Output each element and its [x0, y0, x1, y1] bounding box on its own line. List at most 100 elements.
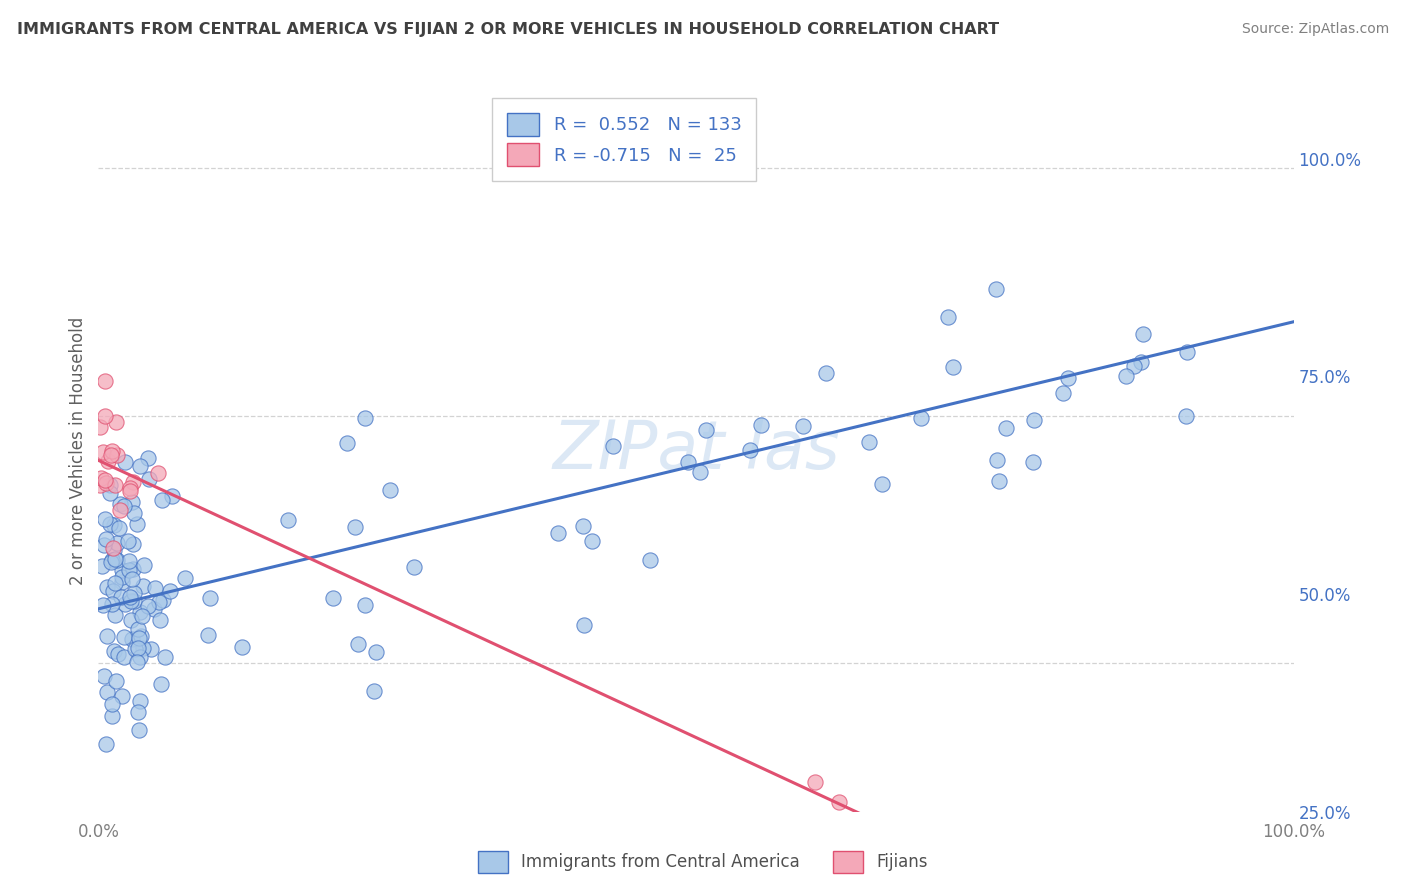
Point	[988, 475, 1011, 489]
Point	[93, 669, 115, 683]
Point	[114, 455, 136, 469]
Point	[128, 631, 150, 645]
Point	[160, 489, 183, 503]
Point	[138, 599, 160, 613]
Point	[94, 473, 117, 487]
Point	[105, 553, 128, 567]
Point	[1129, 355, 1152, 369]
Point	[942, 359, 965, 374]
Point	[689, 465, 711, 479]
Point	[174, 571, 197, 585]
Point	[124, 594, 146, 608]
Point	[150, 493, 173, 508]
Point	[131, 608, 153, 623]
Point	[602, 439, 624, 453]
Point	[197, 627, 219, 641]
Point	[231, 640, 253, 654]
Point	[104, 608, 127, 623]
Point	[132, 558, 155, 572]
Point	[404, 560, 426, 574]
Point	[121, 495, 143, 509]
Point	[93, 538, 115, 552]
Point	[749, 418, 772, 433]
Point	[100, 486, 122, 500]
Point	[1175, 344, 1198, 359]
Point	[110, 503, 132, 517]
Point	[100, 709, 122, 723]
Point	[1122, 359, 1144, 373]
Point	[1175, 409, 1198, 423]
Point	[98, 516, 121, 531]
Point	[638, 553, 661, 567]
Text: ZIPat las: ZIPat las	[553, 417, 839, 483]
Point	[90, 559, 112, 574]
Point	[104, 478, 127, 492]
Point	[100, 443, 122, 458]
Point	[150, 677, 173, 691]
Point	[125, 516, 148, 531]
Point	[101, 553, 124, 567]
Point	[139, 642, 162, 657]
Point	[111, 690, 134, 704]
Point	[347, 637, 370, 651]
Point	[105, 673, 128, 688]
Point	[120, 590, 142, 604]
Point	[277, 513, 299, 527]
Point	[148, 594, 170, 608]
Point	[322, 591, 344, 605]
Point	[198, 591, 221, 605]
Point	[1024, 412, 1046, 426]
Point	[676, 455, 699, 469]
Point	[366, 645, 388, 659]
Point	[122, 537, 145, 551]
Point	[89, 478, 111, 492]
Point	[129, 459, 152, 474]
Point	[159, 583, 181, 598]
Point	[93, 374, 115, 388]
Point	[1132, 327, 1154, 342]
Point	[103, 542, 125, 557]
Y-axis label: 2 or more Vehicles in Household: 2 or more Vehicles in Household	[69, 317, 87, 584]
Point	[94, 737, 117, 751]
Point	[105, 535, 128, 549]
Point	[572, 518, 595, 533]
Point	[103, 551, 125, 566]
Point	[344, 520, 367, 534]
Point	[984, 282, 1007, 296]
Point	[581, 534, 603, 549]
Point	[111, 570, 134, 584]
Text: Source: ZipAtlas.com: Source: ZipAtlas.com	[1241, 22, 1389, 37]
Point	[128, 649, 150, 664]
Point	[936, 310, 959, 324]
Point	[124, 641, 146, 656]
Point	[336, 436, 359, 450]
Point	[547, 525, 569, 540]
Point	[143, 602, 166, 616]
Point	[1021, 454, 1043, 468]
Point	[354, 411, 377, 425]
Point	[129, 629, 152, 643]
Point	[100, 597, 122, 611]
Point	[112, 649, 135, 664]
Point	[121, 632, 143, 647]
Point	[96, 454, 118, 468]
Point	[110, 563, 132, 577]
Point	[131, 579, 153, 593]
Point	[108, 497, 131, 511]
Point	[136, 451, 159, 466]
Point	[378, 483, 401, 497]
Point	[101, 583, 124, 598]
Point	[127, 623, 149, 637]
Point	[96, 476, 118, 491]
Point	[129, 694, 152, 708]
Point	[120, 593, 142, 607]
Point	[127, 706, 149, 720]
Point	[138, 472, 160, 486]
Point	[146, 466, 169, 480]
Point	[98, 478, 121, 492]
Point	[122, 506, 145, 520]
Point	[91, 445, 114, 459]
Point	[120, 613, 142, 627]
Point	[90, 471, 112, 485]
Point	[94, 532, 117, 546]
